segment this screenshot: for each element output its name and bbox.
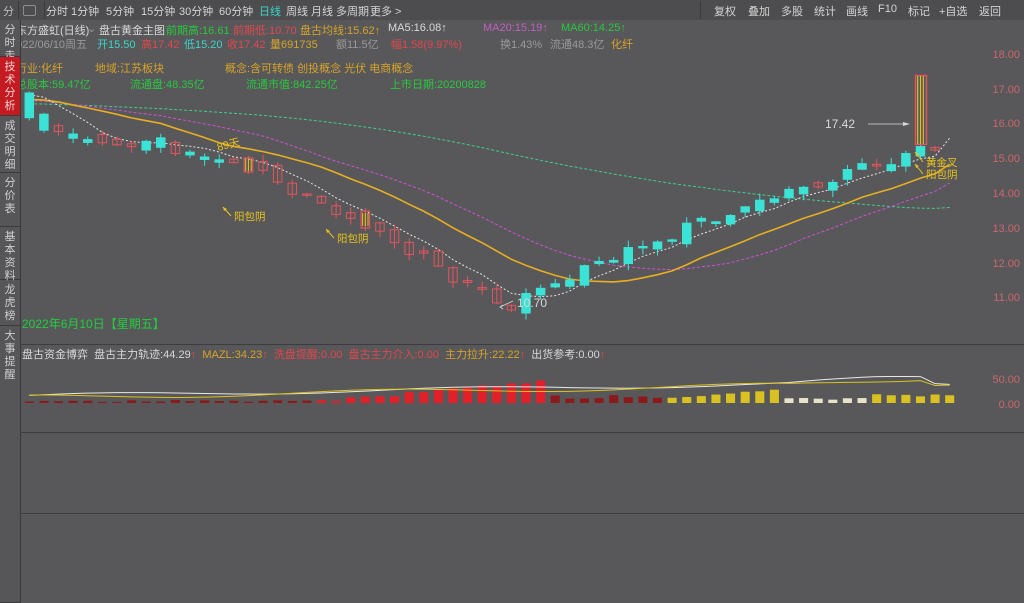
svg-text:17.42: 17.42 [825, 117, 855, 131]
svg-text:10.70: 10.70 [517, 296, 547, 310]
svg-text:阳包阴: 阳包阴 [926, 168, 958, 181]
svg-text:阳包阴: 阳包阴 [234, 210, 266, 223]
svg-text:2022年6月10日【星期五】: 2022年6月10日【星期五】 [22, 317, 165, 331]
svg-text:89天: 89天 [216, 137, 241, 154]
svg-text:黄金叉: 黄金叉 [926, 156, 958, 169]
svg-text:阳包阴: 阳包阴 [337, 232, 369, 245]
